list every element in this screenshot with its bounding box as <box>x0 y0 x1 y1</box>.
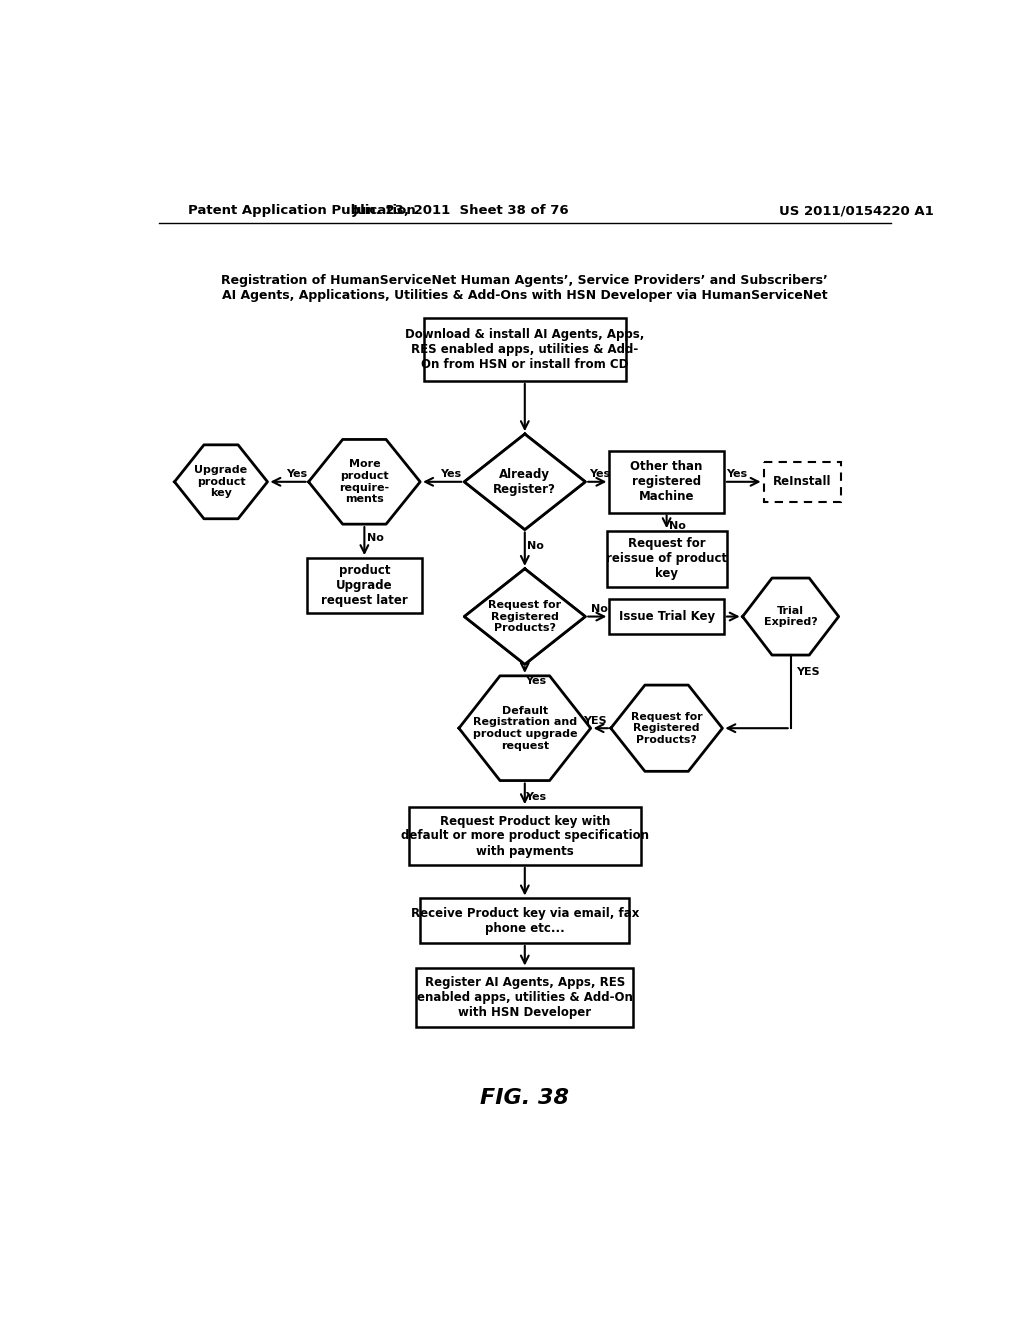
Text: Upgrade
product
key: Upgrade product key <box>195 465 248 499</box>
Text: Yes: Yes <box>286 469 307 479</box>
Polygon shape <box>459 676 591 780</box>
Text: YES: YES <box>796 667 819 677</box>
Text: Yes: Yes <box>589 469 609 479</box>
Text: product
Upgrade
request later: product Upgrade request later <box>321 564 408 607</box>
Bar <box>764 462 841 502</box>
Text: Yes: Yes <box>440 469 461 479</box>
Polygon shape <box>742 578 839 655</box>
Polygon shape <box>611 685 722 771</box>
Text: No: No <box>367 533 384 543</box>
Text: Already
Register?: Already Register? <box>494 467 556 496</box>
Text: Patent Application Publication: Patent Application Publication <box>188 205 416 218</box>
Bar <box>609 599 724 635</box>
Text: Default
Registration and
product upgrade
request: Default Registration and product upgrade… <box>472 706 578 751</box>
Text: Request Product key with
default or more product specification
with payments: Request Product key with default or more… <box>400 814 649 858</box>
Text: No: No <box>591 603 607 614</box>
Bar <box>606 531 727 586</box>
Text: Request for
Registered
Products?: Request for Registered Products? <box>631 711 702 744</box>
Polygon shape <box>464 569 586 664</box>
Text: No: No <box>669 521 686 532</box>
Text: No: No <box>527 541 544 552</box>
Bar <box>417 969 633 1027</box>
Text: Yes: Yes <box>726 469 746 479</box>
Text: Other than
registered
Machine: Other than registered Machine <box>631 461 702 503</box>
Text: Trial
Expired?: Trial Expired? <box>764 606 817 627</box>
Bar <box>609 451 724 512</box>
Text: Register AI Agents, Apps, RES
enabled apps, utilities & Add-On
with HSN Develope: Register AI Agents, Apps, RES enabled ap… <box>417 977 633 1019</box>
Text: Jun. 23, 2011  Sheet 38 of 76: Jun. 23, 2011 Sheet 38 of 76 <box>353 205 569 218</box>
Text: YES: YES <box>584 715 607 726</box>
Text: Receive Product key via email, fax
phone etc...: Receive Product key via email, fax phone… <box>411 907 639 935</box>
Text: Registration of HumanServiceNet Human Agents’, Service Providers’ and Subscriber: Registration of HumanServiceNet Human Ag… <box>221 273 828 286</box>
Text: More
product
require-
ments: More product require- ments <box>339 459 389 504</box>
Polygon shape <box>174 445 267 519</box>
Bar <box>307 558 422 614</box>
Text: Request for
Registered
Products?: Request for Registered Products? <box>488 601 561 634</box>
Bar <box>424 318 626 381</box>
Text: ReInstall: ReInstall <box>773 475 831 488</box>
Bar <box>420 899 630 942</box>
Text: FIG. 38: FIG. 38 <box>480 1088 569 1107</box>
Polygon shape <box>308 440 420 524</box>
Text: AI Agents, Applications, Utilities & Add-Ons with HSN Developer via HumanService: AI Agents, Applications, Utilities & Add… <box>222 289 827 302</box>
Text: Issue Trial Key: Issue Trial Key <box>618 610 715 623</box>
Polygon shape <box>464 434 586 529</box>
Bar <box>409 807 641 865</box>
Text: Yes: Yes <box>525 676 546 686</box>
Text: US 2011/0154220 A1: US 2011/0154220 A1 <box>779 205 934 218</box>
Text: Request for
reissue of product
key: Request for reissue of product key <box>606 537 727 581</box>
Text: Yes: Yes <box>525 792 546 803</box>
Text: Download & install AI Agents, Apps,
RES enabled apps, utilities & Add-
On from H: Download & install AI Agents, Apps, RES … <box>406 327 644 371</box>
